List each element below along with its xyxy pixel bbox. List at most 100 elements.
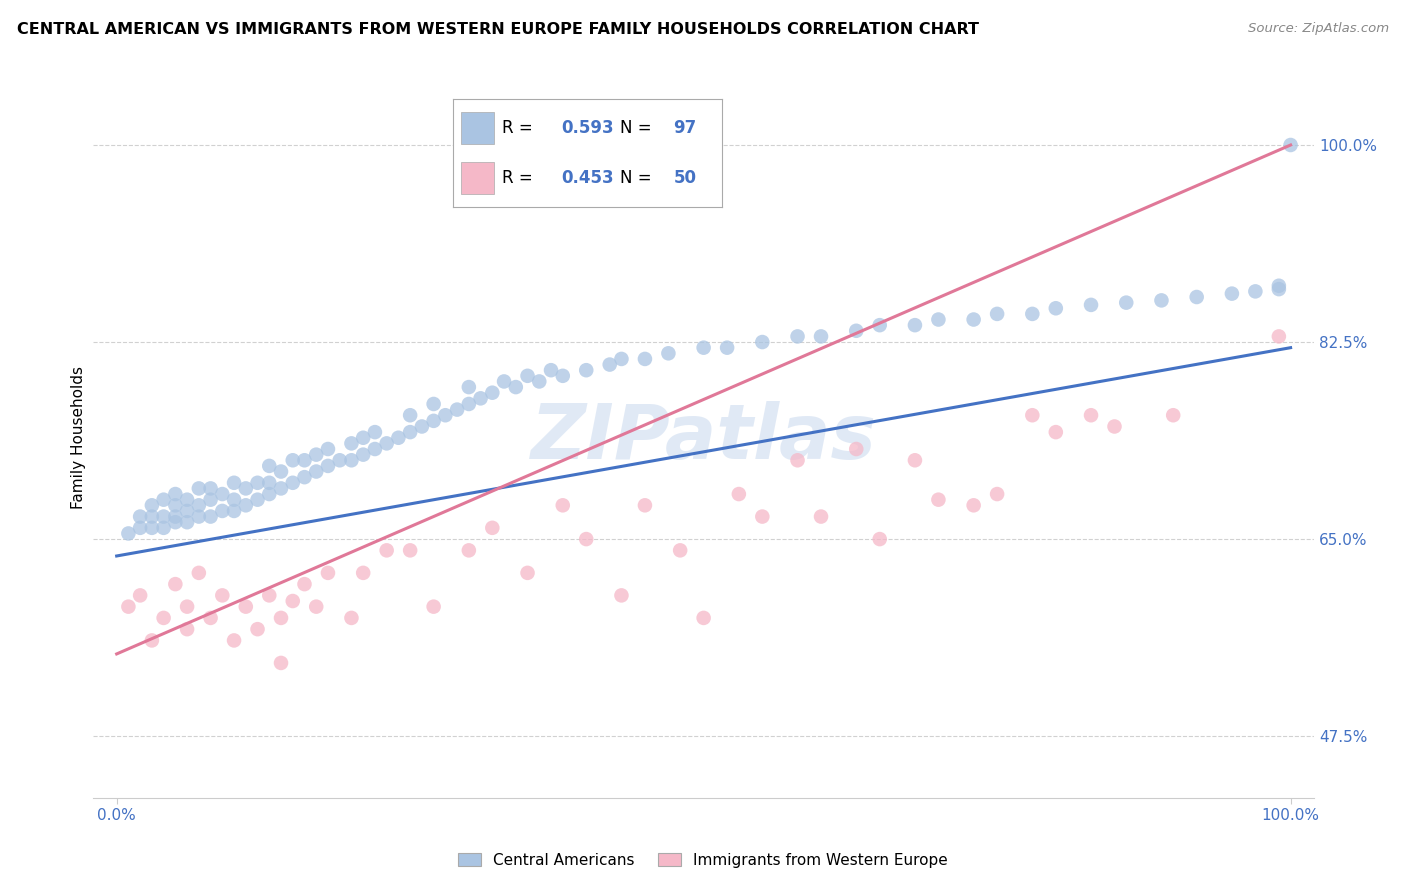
- Point: [211, 487, 233, 501]
- Point: [1268, 278, 1291, 293]
- Point: [375, 543, 398, 558]
- Point: [692, 341, 714, 355]
- Point: [187, 482, 209, 496]
- Point: [516, 368, 538, 383]
- Point: [457, 543, 479, 558]
- Point: [551, 368, 574, 383]
- Point: [340, 611, 363, 625]
- Point: [422, 414, 444, 428]
- Point: [176, 599, 198, 614]
- Point: [1150, 293, 1173, 308]
- Text: ZIPatlas: ZIPatlas: [530, 401, 876, 475]
- Point: [259, 487, 281, 501]
- Point: [869, 318, 891, 333]
- Point: [281, 594, 304, 608]
- Point: [222, 504, 245, 518]
- Point: [399, 543, 422, 558]
- Point: [457, 397, 479, 411]
- Point: [187, 566, 209, 580]
- Point: [270, 465, 292, 479]
- Point: [117, 599, 139, 614]
- Point: [634, 351, 657, 366]
- Point: [810, 509, 832, 524]
- Text: Source: ZipAtlas.com: Source: ZipAtlas.com: [1249, 22, 1389, 36]
- Point: [434, 409, 457, 423]
- Point: [200, 509, 222, 524]
- Point: [165, 515, 187, 529]
- Point: [375, 436, 398, 450]
- Point: [422, 397, 444, 411]
- Point: [481, 385, 503, 400]
- Point: [1161, 409, 1184, 423]
- Point: [294, 470, 316, 484]
- Point: [494, 375, 516, 389]
- Point: [200, 611, 222, 625]
- Point: [259, 458, 281, 473]
- Point: [516, 566, 538, 580]
- Point: [211, 504, 233, 518]
- Point: [246, 475, 269, 490]
- Point: [669, 543, 692, 558]
- Point: [211, 588, 233, 602]
- Point: [222, 492, 245, 507]
- Point: [962, 312, 984, 326]
- Point: [340, 453, 363, 467]
- Point: [1104, 419, 1126, 434]
- Point: [176, 515, 198, 529]
- Point: [986, 307, 1008, 321]
- Point: [129, 509, 152, 524]
- Point: [187, 498, 209, 512]
- Point: [575, 363, 598, 377]
- Point: [187, 509, 209, 524]
- Point: [270, 656, 292, 670]
- Point: [246, 622, 269, 636]
- Point: [657, 346, 679, 360]
- Point: [294, 577, 316, 591]
- Point: [176, 622, 198, 636]
- Point: [165, 509, 187, 524]
- Point: [575, 532, 598, 546]
- Point: [411, 419, 433, 434]
- Point: [152, 611, 174, 625]
- Point: [457, 380, 479, 394]
- Point: [270, 611, 292, 625]
- Point: [869, 532, 891, 546]
- Point: [152, 509, 174, 524]
- Point: [152, 492, 174, 507]
- Point: [610, 588, 633, 602]
- Point: [1220, 286, 1243, 301]
- Point: [235, 482, 257, 496]
- Point: [364, 442, 387, 456]
- Point: [634, 498, 657, 512]
- Point: [751, 334, 773, 349]
- Point: [786, 329, 808, 343]
- Point: [259, 588, 281, 602]
- Point: [141, 633, 163, 648]
- Point: [352, 448, 374, 462]
- Point: [551, 498, 574, 512]
- Point: [904, 318, 927, 333]
- Point: [1045, 425, 1067, 439]
- Point: [727, 487, 749, 501]
- Point: [986, 487, 1008, 501]
- Point: [1115, 295, 1137, 310]
- Point: [716, 341, 738, 355]
- Point: [305, 599, 328, 614]
- Point: [422, 599, 444, 614]
- Point: [329, 453, 352, 467]
- Point: [1080, 298, 1102, 312]
- Point: [270, 482, 292, 496]
- Text: CENTRAL AMERICAN VS IMMIGRANTS FROM WESTERN EUROPE FAMILY HOUSEHOLDS CORRELATION: CENTRAL AMERICAN VS IMMIGRANTS FROM WEST…: [17, 22, 979, 37]
- Point: [387, 431, 409, 445]
- Point: [599, 358, 621, 372]
- Point: [751, 509, 773, 524]
- Point: [246, 492, 269, 507]
- Point: [235, 599, 257, 614]
- Point: [610, 351, 633, 366]
- Point: [165, 487, 187, 501]
- Point: [117, 526, 139, 541]
- Point: [281, 453, 304, 467]
- Point: [352, 431, 374, 445]
- Point: [141, 509, 163, 524]
- Point: [316, 566, 339, 580]
